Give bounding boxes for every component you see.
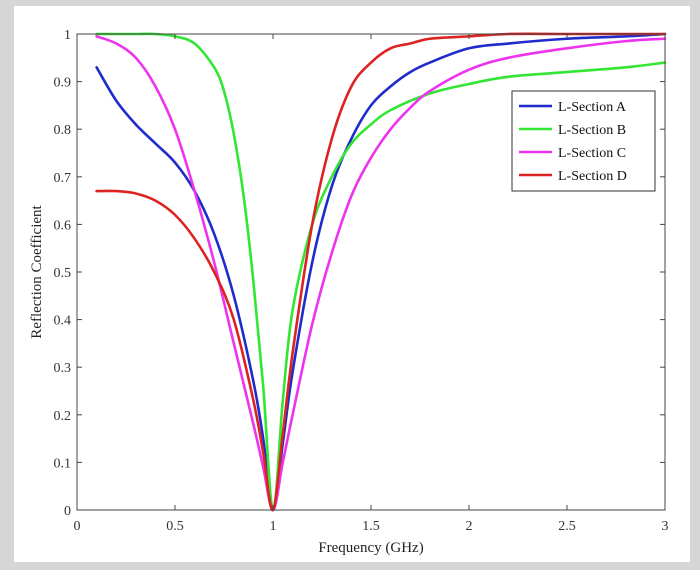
ticks-layer: 0 0.5 1 1.5 2 2.5 3 0 0.1 0.2 0.3 0.4 0.5 0.6 0.7 0.8 0.… bbox=[54, 28, 669, 534]
legend-label: L-Section B bbox=[558, 123, 626, 138]
series-line-4 bbox=[95, 32, 667, 512]
series-layer bbox=[95, 32, 667, 512]
y-tick-label: 0.5 bbox=[54, 266, 72, 281]
x-tick-label: 3 bbox=[662, 519, 669, 534]
x-tick-label: 0 bbox=[74, 519, 81, 534]
y-tick-label: 1 bbox=[64, 28, 71, 43]
y-tick-label: 0.9 bbox=[54, 76, 72, 91]
legend-label: L-Section A bbox=[558, 100, 627, 115]
line-chart: 0 0.5 1 1.5 2 2.5 3 0 0.1 0.2 0.3 0.4 0.5 0.6 0.7 0.8 0.… bbox=[29, 28, 669, 556]
legend-label: L-Section C bbox=[558, 146, 626, 161]
x-tick-label: 2 bbox=[466, 519, 473, 534]
y-tick-label: 0.1 bbox=[54, 456, 72, 471]
legend: L-Section A L-Section B L-Section C L-Secti… bbox=[511, 90, 656, 192]
y-tick-label: 0.3 bbox=[54, 361, 72, 376]
y-tick-label: 0.6 bbox=[54, 218, 72, 233]
y-tick-label: 0.8 bbox=[54, 123, 72, 138]
x-axis-title: Frequency (GHz) bbox=[318, 540, 423, 556]
x-tick-label: 2.5 bbox=[558, 519, 576, 534]
legend-label: L-Section D bbox=[558, 169, 627, 184]
y-tick-label: 0.7 bbox=[54, 171, 72, 186]
chart-figure: 0 0.5 1 1.5 2 2.5 3 0 0.1 0.2 0.3 0.4 0.5 0.6 0.7 0.8 0.… bbox=[14, 6, 690, 562]
y-tick-label: 0.2 bbox=[54, 409, 72, 424]
series-line-3 bbox=[95, 35, 667, 512]
x-tick-label: 1.5 bbox=[362, 519, 380, 534]
y-axis-title: Reflection Coefficient bbox=[29, 204, 45, 338]
y-tick-label: 0.4 bbox=[54, 314, 72, 329]
x-tick-label: 1 bbox=[270, 519, 277, 534]
y-tick-label: 0 bbox=[64, 504, 71, 519]
series-line-1 bbox=[95, 32, 667, 512]
x-tick-label: 0.5 bbox=[166, 519, 184, 534]
